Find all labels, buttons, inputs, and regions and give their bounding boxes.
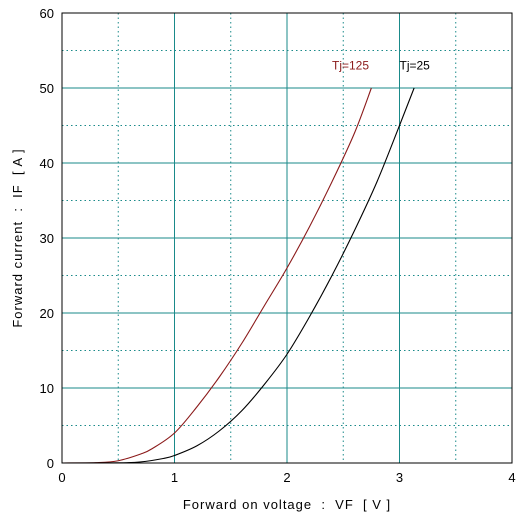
y-tick-label: 40 xyxy=(40,156,54,171)
y-tick-label: 20 xyxy=(40,306,54,321)
series-annotation-tj-125: Tj=125 xyxy=(332,58,369,72)
grid xyxy=(62,13,512,463)
series xyxy=(61,87,415,464)
plot-frame xyxy=(61,12,513,464)
series-line-tj-125 xyxy=(61,87,372,464)
y-tick-label: 0 xyxy=(47,456,54,471)
x-tick-label: 1 xyxy=(171,470,178,485)
series-annotation-tj-25: Tj=25 xyxy=(400,58,431,72)
x-tick-label: 3 xyxy=(396,470,403,485)
y-tick-label: 30 xyxy=(40,231,54,246)
series-line-tj-25 xyxy=(61,87,415,464)
y-axis-label: Forward current : IF [ A ] xyxy=(10,148,25,327)
x-tick-label: 0 xyxy=(58,470,65,485)
y-tick-label: 10 xyxy=(40,381,54,396)
annotations: Tj=125 Tj=25 xyxy=(332,58,430,72)
y-tick-label: 60 xyxy=(40,6,54,21)
x-tick-label: 4 xyxy=(508,470,515,485)
x-axis-label: Forward on voltage : VF [ V ] xyxy=(183,497,391,512)
x-tick-label: 2 xyxy=(283,470,290,485)
y-tick-label: 50 xyxy=(40,81,54,96)
